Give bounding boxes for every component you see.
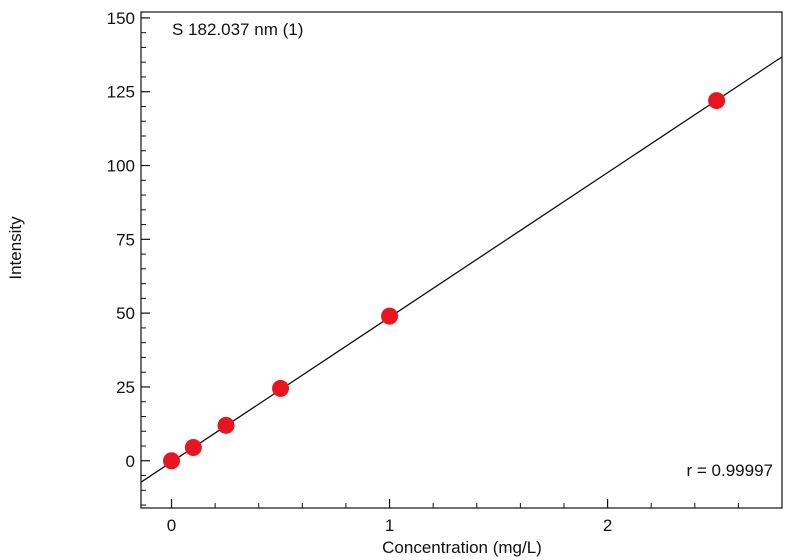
x-tick-label: 1 xyxy=(385,516,394,535)
data-point xyxy=(708,92,726,110)
x-tick-label: 0 xyxy=(167,516,176,535)
y-tick-label: 150 xyxy=(107,9,135,28)
data-point xyxy=(163,452,181,470)
y-tick-label: 125 xyxy=(107,83,135,102)
correlation-annotation: r = 0.99997 xyxy=(687,461,774,480)
x-axis-ticks: 0 1 2 xyxy=(167,499,783,535)
x-axis-title: Concentration (mg/L) xyxy=(382,538,542,557)
y-axis-title: Intensity xyxy=(6,216,25,280)
data-point xyxy=(272,379,290,397)
y-axis-ticks: 0 25 50 75 100 125 150 xyxy=(107,9,150,506)
data-point xyxy=(381,307,399,325)
y-tick-label: 50 xyxy=(116,304,135,323)
regression-line xyxy=(140,56,783,483)
data-point xyxy=(184,438,202,456)
regression-line-group xyxy=(140,56,783,483)
y-tick-label: 0 xyxy=(126,452,135,471)
y-tick-label: 100 xyxy=(107,157,135,176)
series-annotation: S 182.037 nm (1) xyxy=(172,20,303,39)
data-point xyxy=(217,416,235,434)
x-tick-label: 2 xyxy=(603,516,612,535)
y-tick-label: 25 xyxy=(116,378,135,397)
y-tick-label: 75 xyxy=(116,230,135,249)
plot-frame xyxy=(140,11,783,509)
data-points xyxy=(163,92,726,470)
